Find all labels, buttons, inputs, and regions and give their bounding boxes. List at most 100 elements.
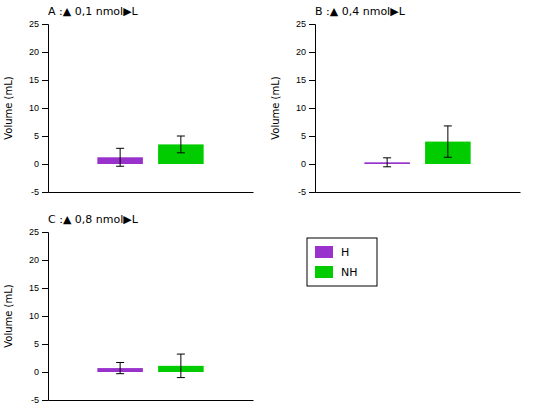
y-tick-label: 0: [301, 159, 306, 169]
x-axis: [49, 192, 254, 194]
y-tick: 0: [34, 159, 48, 169]
y-tick: 25: [296, 19, 315, 29]
y-tick-line: [309, 52, 315, 53]
y-tick-line: [42, 372, 48, 373]
y-axis: -5 0 5 10 15 20 25: [296, 19, 316, 197]
y-tick: 0: [301, 159, 315, 169]
legend-swatch: [315, 246, 333, 258]
y-tick-label: 15: [29, 75, 39, 85]
y-tick-line: [309, 24, 315, 25]
y-tick-line: [309, 108, 315, 109]
legend: H NH: [307, 238, 377, 286]
y-tick-label: 10: [29, 103, 39, 113]
error-bar: [444, 126, 452, 157]
y-tick-label: 20: [296, 47, 306, 57]
y-tick: 5: [34, 131, 48, 141]
y-tick-label: 5: [301, 131, 306, 141]
legend-label: NH: [341, 266, 358, 279]
y-axis-title: Volume (mL): [3, 284, 14, 348]
y-tick-line: [309, 80, 315, 81]
y-tick: 5: [301, 131, 315, 141]
y-tick: 15: [29, 75, 48, 85]
plot-area: [364, 126, 470, 167]
error-bar: [116, 148, 124, 166]
panel: -50510152025A :▲ 0,1 nmol▶LVolume (mL): [3, 5, 254, 197]
y-tick: -5: [298, 187, 315, 197]
error-bar: [116, 362, 124, 373]
y-tick-label: 15: [29, 283, 39, 293]
y-tick-line: [42, 288, 48, 289]
y-tick-line: [42, 80, 48, 81]
title: B :▲ 0,4 nmol▶L: [315, 5, 406, 18]
y-tick: 25: [29, 19, 48, 29]
y-tick-label: -5: [31, 187, 39, 197]
y-tick-line: [42, 260, 48, 261]
y-tick: 10: [296, 103, 315, 113]
y-tick: 0: [34, 367, 48, 377]
x-axis: [49, 400, 254, 402]
y-tick-line: [42, 192, 48, 193]
y-tick-label: 20: [29, 47, 39, 57]
y-tick-line: [42, 52, 48, 53]
y-tick: 15: [296, 75, 315, 85]
y-tick-line: [42, 108, 48, 109]
y-tick-label: 25: [29, 227, 39, 237]
y-tick-line: [42, 344, 48, 345]
y-tick-line: [42, 164, 48, 165]
plot-area: [97, 354, 203, 378]
y-axis-title: Volume (mL): [270, 76, 281, 140]
y-tick-label: 10: [29, 311, 39, 321]
x-axis-line: [316, 192, 521, 193]
y-axis: -5 0 5 10 15 20 25: [29, 227, 49, 405]
y-tick: -5: [31, 187, 48, 197]
y-tick-label: 20: [29, 255, 39, 265]
y-tick: 25: [29, 227, 48, 237]
y-tick-label: 15: [296, 75, 306, 85]
y-tick: 20: [296, 47, 315, 57]
title: A :▲ 0,1 nmol▶L: [48, 5, 139, 18]
y-tick-label: 25: [296, 19, 306, 29]
legend-frame: [307, 238, 377, 286]
y-tick-label: 25: [29, 19, 39, 29]
y-tick: 5: [34, 339, 48, 349]
y-tick: 10: [29, 311, 48, 321]
x-axis-line: [49, 192, 254, 193]
y-tick-label: 5: [34, 339, 39, 349]
y-tick-line: [42, 136, 48, 137]
panel: -5 0 5 10 15 20 25 B :▲ 0,4 nmol▶L Volume (mL): [270, 5, 521, 197]
y-axis-line: [309, 25, 316, 193]
legend-item: H: [315, 246, 349, 259]
y-tick-line: [42, 400, 48, 401]
y-tick-label: 5: [34, 131, 39, 141]
y-tick-label: 0: [34, 159, 39, 169]
y-tick-label: -5: [31, 395, 39, 405]
y-tick-label: -5: [298, 187, 306, 197]
y-axis: -5 0 5 10 15 20 25: [29, 19, 49, 197]
y-axis-line: [42, 25, 49, 193]
y-tick: 20: [29, 255, 48, 265]
x-axis-line: [49, 400, 254, 401]
error-bar: [383, 158, 391, 167]
y-tick-line: [309, 164, 315, 165]
y-tick-line: [42, 316, 48, 317]
y-axis-line: [42, 233, 49, 401]
y-tick: 10: [29, 103, 48, 113]
y-tick-line: [309, 136, 315, 137]
legend-swatch: [315, 266, 333, 278]
plot-area: [97, 136, 203, 166]
y-tick-line: [42, 232, 48, 233]
error-bar: [177, 354, 185, 378]
figure: -50510152025A :▲ 0,1 nmol▶LVolume (mL)-5…: [0, 0, 534, 416]
y-tick: 20: [29, 47, 48, 57]
x-axis: [316, 192, 521, 194]
legend-label: H: [341, 246, 349, 259]
panel: -5 0 5 10 15 20 25 C :▲ 0,8 nmol▶L Volume (mL): [3, 213, 254, 405]
y-tick-line: [42, 24, 48, 25]
error-bar: [177, 136, 185, 153]
y-tick-line: [309, 192, 315, 193]
y-tick-label: 10: [296, 103, 306, 113]
title: C :▲ 0,8 nmol▶L: [48, 213, 139, 226]
y-tick: 15: [29, 283, 48, 293]
y-tick: -5: [31, 395, 48, 405]
legend-item: NH: [315, 266, 358, 279]
